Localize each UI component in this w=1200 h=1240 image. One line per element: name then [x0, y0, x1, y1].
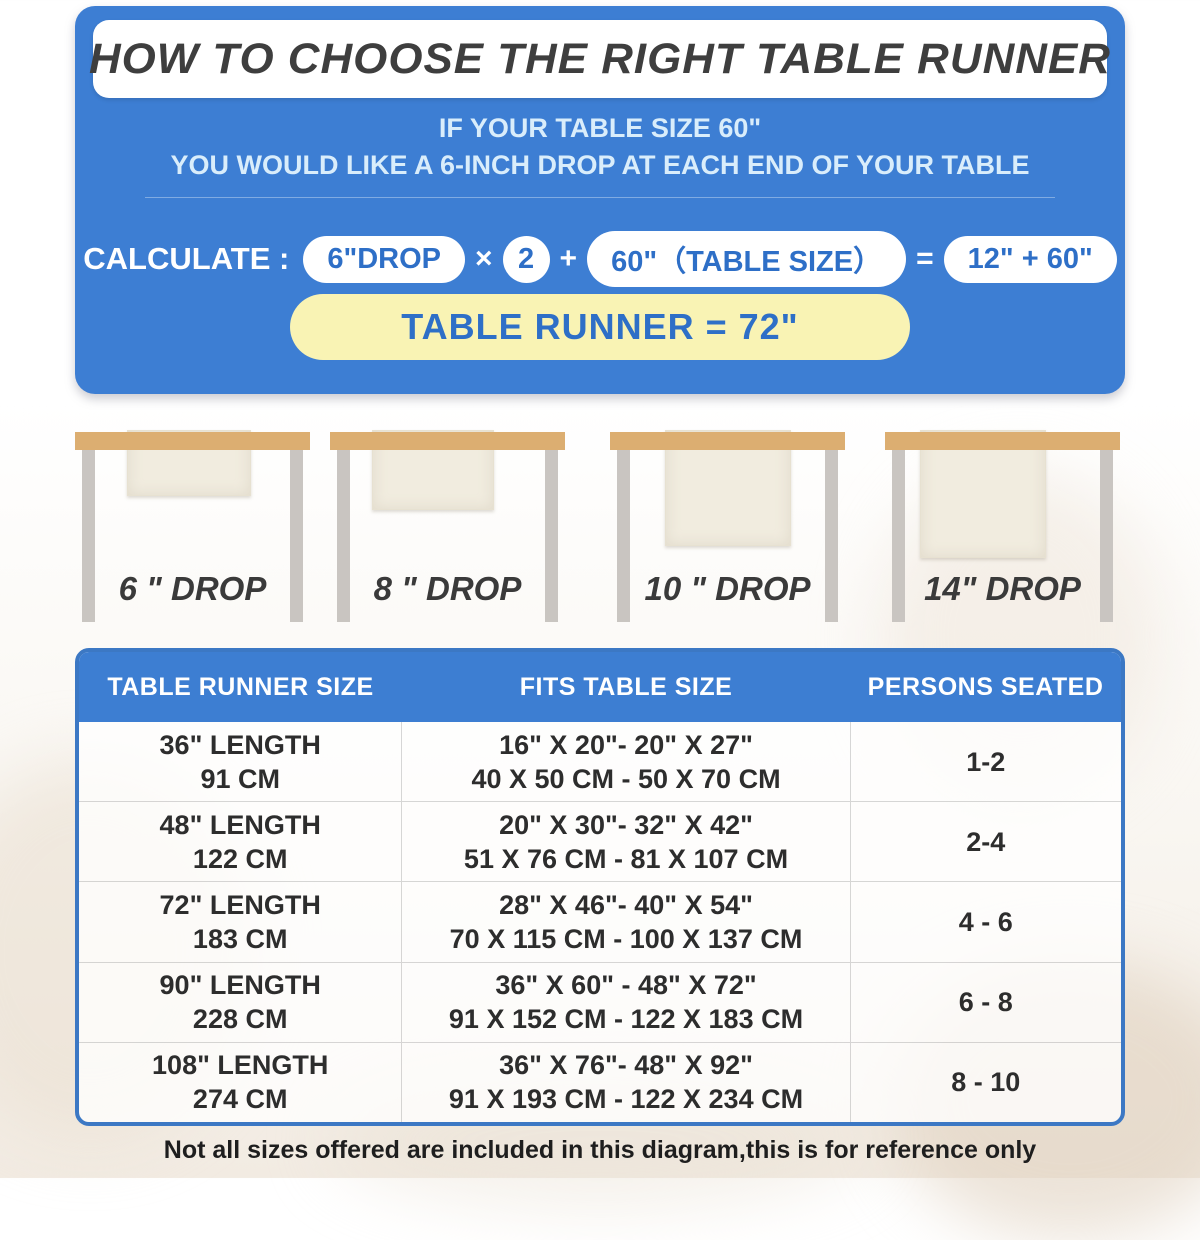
runner-size-inches: 108" LENGTH: [152, 1050, 329, 1081]
drop-label: 10 " DROP: [644, 570, 811, 607]
table-row: 72" LENGTH 183 CM 28" X 46"- 40" X 54" 7…: [79, 881, 1121, 962]
result-pill: TABLE RUNNER = 72": [290, 294, 910, 360]
table-leg-left: [892, 450, 905, 622]
table-header-row: TABLE RUNNER SIZE FITS TABLE SIZE PERSON…: [79, 652, 1121, 722]
plus-operator: +: [559, 242, 578, 275]
table-leg-left: [337, 450, 350, 622]
fits-size-inches: 28" X 46"- 40" X 54": [499, 890, 753, 920]
table-leg-left: [617, 450, 630, 622]
table-body: 36" LENGTH 91 CM 16" X 20"- 20" X 27" 40…: [79, 722, 1121, 1122]
runner-size-cell: 90" LENGTH 228 CM: [79, 962, 403, 1042]
fits-size-inches: 20" X 30"- 32" X 42": [499, 809, 753, 840]
runner-size-cell: 36" LENGTH 91 CM: [79, 722, 403, 802]
table-leg-left: [82, 450, 95, 622]
table-leg-right: [545, 450, 558, 622]
drop-label: 8 " DROP: [373, 570, 522, 607]
runner-size-cell: 72" LENGTH 183 CM: [79, 882, 403, 962]
table-illustration-8-drop: 8 " DROP: [330, 430, 565, 632]
runner-size-inches: 36" LENGTH: [159, 729, 321, 760]
sum-pill: 12" + 60": [943, 235, 1117, 283]
table-illustration-10-drop: 10 " DROP: [610, 430, 845, 632]
title-banner: HOW TO CHOOSE THE RIGHT TABLE RUNNER: [89, 20, 1110, 98]
drop-value-pill: 6"DROP: [303, 235, 466, 283]
table-runner-cloth: [920, 430, 1046, 558]
multiply-operator: ×: [475, 242, 493, 275]
subtitle-line-2: YOU WOULD LIKE A 6-INCH DROP AT EACH END…: [170, 150, 1030, 180]
persons-seated-cell: 4 - 6: [958, 907, 1013, 937]
column-header-runner-size: TABLE RUNNER SIZE: [107, 672, 374, 701]
runner-size-cm: 183 CM: [192, 924, 288, 954]
fits-table-size-cell: 16" X 20"- 20" X 27" 40 X 50 CM - 50 X 7…: [402, 722, 851, 802]
table-size-pill: 60"（TABLE SIZE）: [587, 231, 907, 287]
equals-operator: =: [916, 242, 934, 275]
fits-size-cm: 70 X 115 CM - 100 X 137 CM: [449, 924, 803, 954]
table-row: 48" LENGTH 122 CM 20" X 30"- 32" X 42" 5…: [79, 801, 1121, 882]
table-row: 36" LENGTH 91 CM 16" X 20"- 20" X 27" 40…: [79, 722, 1121, 802]
infographic: HOW TO CHOOSE THE RIGHT TABLE RUNNER IF …: [75, 6, 1125, 1164]
runner-size-cell: 48" LENGTH 122 CM: [79, 802, 403, 882]
size-chart-table: TABLE RUNNER SIZE FITS TABLE SIZE PERSON…: [75, 648, 1125, 1126]
column-header-fits-table-size: FITS TABLE SIZE: [519, 672, 733, 701]
column-header-persons-seated: PERSONS SEATED: [867, 672, 1104, 701]
table-row: 90" LENGTH 228 CM 36" X 60" - 48" X 72" …: [79, 961, 1121, 1042]
fits-table-size-cell: 28" X 46"- 40" X 54" 70 X 115 CM - 100 X…: [402, 882, 851, 962]
runner-size-inches: 48" LENGTH: [159, 809, 321, 840]
table-leg-right: [825, 450, 838, 622]
calculate-label: CALCULATE :: [83, 241, 290, 276]
disclaimer-note: Not all sizes offered are included in th…: [163, 1136, 1037, 1164]
fits-size-cm: 91 X 152 CM - 122 X 183 CM: [448, 1004, 804, 1035]
persons-seated-cell: 8 - 10: [951, 1067, 1021, 1098]
table-leg-right: [290, 450, 303, 622]
fits-size-inches: 36" X 76"- 48" X 92": [499, 1050, 753, 1081]
drop-label: 14" DROP: [924, 570, 1081, 607]
table-leg-right: [1100, 450, 1113, 622]
table-row: 108" LENGTH 274 CM 36" X 76"- 48" X 92" …: [79, 1041, 1121, 1122]
page-title: HOW TO CHOOSE THE RIGHT TABLE RUNNER: [89, 34, 1111, 83]
runner-size-cm: 274 CM: [192, 1084, 288, 1115]
divider-line: [145, 197, 1055, 198]
drop-label: 6 " DROP: [118, 570, 267, 607]
fits-size-inches: 16" X 20"- 20" X 27": [499, 729, 753, 760]
tabletop: [330, 432, 565, 450]
fits-size-inches: 36" X 60" - 48" X 72": [495, 970, 757, 1001]
tabletop: [610, 432, 845, 450]
persons-seated-cell: 2-4: [966, 826, 1006, 857]
fits-size-cm: 51 X 76 CM - 81 X 107 CM: [463, 843, 789, 874]
factor-circle: 2: [502, 235, 550, 283]
runner-size-cm: 122 CM: [192, 843, 288, 874]
persons-seated-cell: 1-2: [966, 746, 1006, 777]
persons-seated-cell: 6 - 8: [958, 987, 1013, 1018]
tabletop: [885, 432, 1120, 450]
hero-subtitles: IF YOUR TABLE SIZE 60" YOU WOULD LIKE A …: [75, 110, 1125, 184]
runner-size-cm: 228 CM: [192, 1004, 288, 1035]
subtitle-line-1: IF YOUR TABLE SIZE 60": [438, 113, 762, 143]
calculation-formula: CALCULATE : 6"DROP × 2 + 60"（TABLE SIZE）…: [75, 231, 1125, 287]
runner-size-inches: 72" LENGTH: [159, 890, 321, 920]
runner-size-cm: 91 CM: [200, 763, 280, 794]
fits-size-cm: 40 X 50 CM - 50 X 70 CM: [471, 763, 781, 794]
hero-panel: HOW TO CHOOSE THE RIGHT TABLE RUNNER IF …: [75, 6, 1125, 394]
fits-table-size-cell: 36" X 76"- 48" X 92" 91 X 193 CM - 122 X…: [402, 1042, 851, 1122]
fits-table-size-cell: 20" X 30"- 32" X 42" 51 X 76 CM - 81 X 1…: [402, 802, 851, 882]
tabletop: [75, 432, 310, 450]
runner-size-cell: 108" LENGTH 274 CM: [79, 1042, 403, 1122]
table-illustration-6-drop: 6 " DROP: [75, 430, 310, 632]
table-illustration-14-drop: 14" DROP: [885, 430, 1120, 632]
runner-size-inches: 90" LENGTH: [159, 970, 321, 1001]
fits-size-cm: 91 X 193 CM - 122 X 234 CM: [448, 1084, 804, 1115]
fits-table-size-cell: 36" X 60" - 48" X 72" 91 X 152 CM - 122 …: [402, 962, 851, 1042]
